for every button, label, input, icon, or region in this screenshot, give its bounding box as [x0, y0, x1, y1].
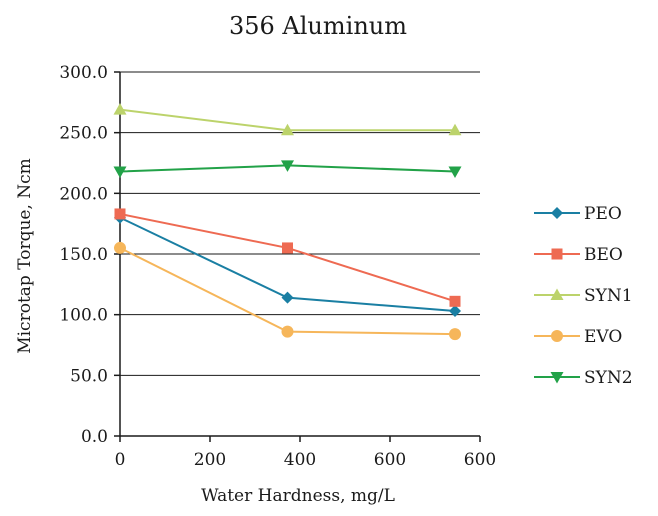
legend-label: EVO: [584, 327, 622, 347]
grid-lines: [120, 71, 480, 376]
data-point: [281, 123, 294, 136]
x-tick-label: 400: [284, 450, 316, 470]
legend-item-syn2: SYN2: [534, 368, 633, 388]
legend-marker: [551, 330, 563, 342]
data-point: [281, 325, 294, 338]
y-tick-label: 150.0: [59, 245, 108, 265]
chart-title: 356 Aluminum: [229, 12, 407, 40]
data-point: [449, 328, 461, 341]
y-axis-title: Microtap Torque, Ncm: [15, 158, 35, 354]
series-line: [119, 247, 456, 336]
x-axis: 0 200 400 600 600: [115, 435, 496, 470]
x-tick-label: 600: [464, 450, 496, 470]
data-point: [113, 166, 127, 178]
x-tick-label: 600: [374, 450, 406, 470]
data-point: [113, 103, 127, 115]
legend: PEO BEO SYN1 EVO SYN2: [534, 204, 633, 388]
series-line: [119, 212, 456, 303]
legend-item-peo: PEO: [534, 204, 622, 224]
legend-label: SYN2: [584, 368, 633, 388]
series-lines: [113, 103, 462, 341]
data-point: [448, 123, 462, 136]
legend-label: SYN1: [584, 286, 633, 306]
legend-item-syn1: SYN1: [534, 286, 633, 306]
legend-item-beo: BEO: [534, 245, 623, 265]
legend-marker: [550, 288, 564, 300]
legend-label: PEO: [584, 204, 622, 224]
x-tick-label: 0: [115, 450, 126, 470]
y-tick-label: 200.0: [59, 184, 108, 204]
x-tick-label: 200: [194, 450, 226, 470]
legend-item-evo: EVO: [534, 327, 622, 347]
y-tick-label: 100.0: [59, 306, 108, 326]
x-axis-title: Water Hardness, mg/L: [201, 486, 395, 506]
data-point: [448, 166, 462, 178]
series-syn2: [113, 160, 462, 178]
series-syn1: [113, 103, 462, 136]
data-point: [114, 208, 126, 220]
data-point: [114, 241, 126, 254]
data-point: [449, 305, 461, 318]
y-tick-label: 250.0: [59, 124, 108, 144]
series-beo: [114, 208, 461, 307]
data-point: [282, 242, 293, 254]
series-evo: [114, 241, 461, 341]
legend-label: BEO: [584, 245, 623, 265]
y-tick-label: 300.0: [59, 63, 108, 83]
legend-marker: [551, 248, 563, 260]
legend-marker: [551, 207, 563, 219]
data-point: [281, 291, 294, 304]
data-point: [281, 160, 294, 172]
series-peo: [114, 211, 461, 318]
data-point: [449, 295, 461, 307]
legend-marker: [550, 372, 564, 384]
y-tick-label: 0.0: [81, 427, 108, 447]
y-tick-label: 50.0: [70, 366, 108, 386]
y-axis: 0.0 50.0 100.0 150.0 200.0 250.0 300.0: [59, 63, 121, 447]
